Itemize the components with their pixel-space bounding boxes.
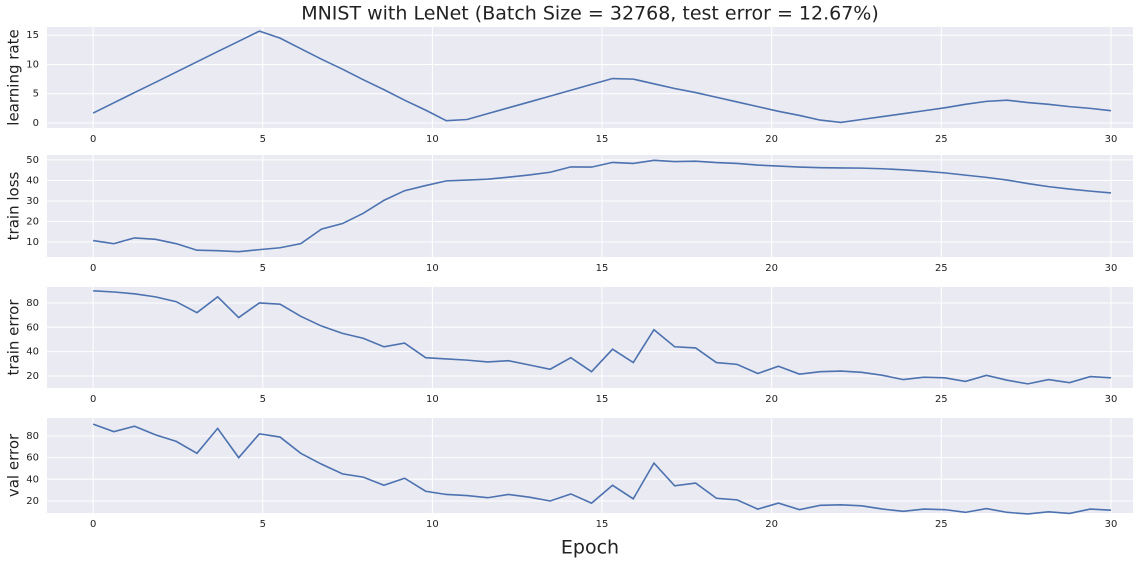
y-tick-label: 40 xyxy=(26,175,39,186)
x-tick-label: 15 xyxy=(596,394,609,405)
x-tick-label: 5 xyxy=(260,519,266,530)
y-axis-label: train loss xyxy=(5,171,23,240)
x-tick-label: 30 xyxy=(1105,134,1118,145)
x-tick-label: 0 xyxy=(90,519,96,530)
x-tick-label: 25 xyxy=(935,263,948,274)
x-tick-label: 25 xyxy=(935,134,948,145)
x-tick-label: 10 xyxy=(426,519,439,530)
data-line xyxy=(92,30,1112,124)
y-axis-label: train error xyxy=(5,299,23,376)
plot-area xyxy=(47,155,1133,257)
y-tick-label: 10 xyxy=(26,59,39,70)
x-tick-label: 15 xyxy=(596,519,609,530)
y-tick-label: 10 xyxy=(26,237,39,248)
y-tick-label: 15 xyxy=(26,30,39,41)
data-line xyxy=(93,289,1111,385)
y-tick-label: 20 xyxy=(26,216,39,227)
x-tick-label: 25 xyxy=(935,519,948,530)
y-tick-label: 20 xyxy=(26,371,39,382)
y-tick-label: 30 xyxy=(26,196,39,207)
x-tick-label: 30 xyxy=(1105,263,1118,274)
x-tick-label: 20 xyxy=(765,394,778,405)
data-line xyxy=(92,423,1111,515)
x-axis-label: Epoch xyxy=(561,537,619,559)
x-tick-label: 30 xyxy=(1105,519,1118,530)
y-axis-label: val error xyxy=(5,433,23,497)
x-tick-label: 20 xyxy=(765,263,778,274)
x-tick-label: 10 xyxy=(426,263,439,274)
y-tick-label: 50 xyxy=(26,155,39,166)
x-tick-label: 10 xyxy=(426,394,439,405)
x-tick-label: 20 xyxy=(765,134,778,145)
x-tick-label: 10 xyxy=(426,134,439,145)
x-tick-label: 20 xyxy=(765,519,778,530)
y-tick-label: 20 xyxy=(26,496,39,507)
plot-area xyxy=(47,27,1133,128)
y-tick-label: 5 xyxy=(33,89,39,100)
y-tick-label: 60 xyxy=(26,322,39,333)
y-tick-label: 80 xyxy=(26,298,39,309)
x-tick-label: 15 xyxy=(596,134,609,145)
y-tick-label: 80 xyxy=(26,431,39,442)
y-tick-label: 60 xyxy=(26,453,39,464)
x-tick-label: 5 xyxy=(260,134,266,145)
x-tick-label: 0 xyxy=(90,134,96,145)
y-tick-label: 40 xyxy=(26,347,39,358)
x-tick-label: 5 xyxy=(260,263,266,274)
x-tick-label: 25 xyxy=(935,394,948,405)
x-tick-label: 0 xyxy=(90,263,96,274)
x-tick-label: 5 xyxy=(260,394,266,405)
chart-title: MNIST with LeNet (Batch Size = 32768, te… xyxy=(301,3,879,25)
plot-area xyxy=(47,418,1133,513)
y-tick-label: 40 xyxy=(26,474,39,485)
y-tick-label: 0 xyxy=(33,118,39,129)
x-tick-label: 30 xyxy=(1105,394,1118,405)
x-tick-label: 15 xyxy=(596,263,609,274)
data-line xyxy=(93,159,1112,253)
y-axis-label: learning rate xyxy=(5,29,23,125)
x-tick-label: 0 xyxy=(90,394,96,405)
